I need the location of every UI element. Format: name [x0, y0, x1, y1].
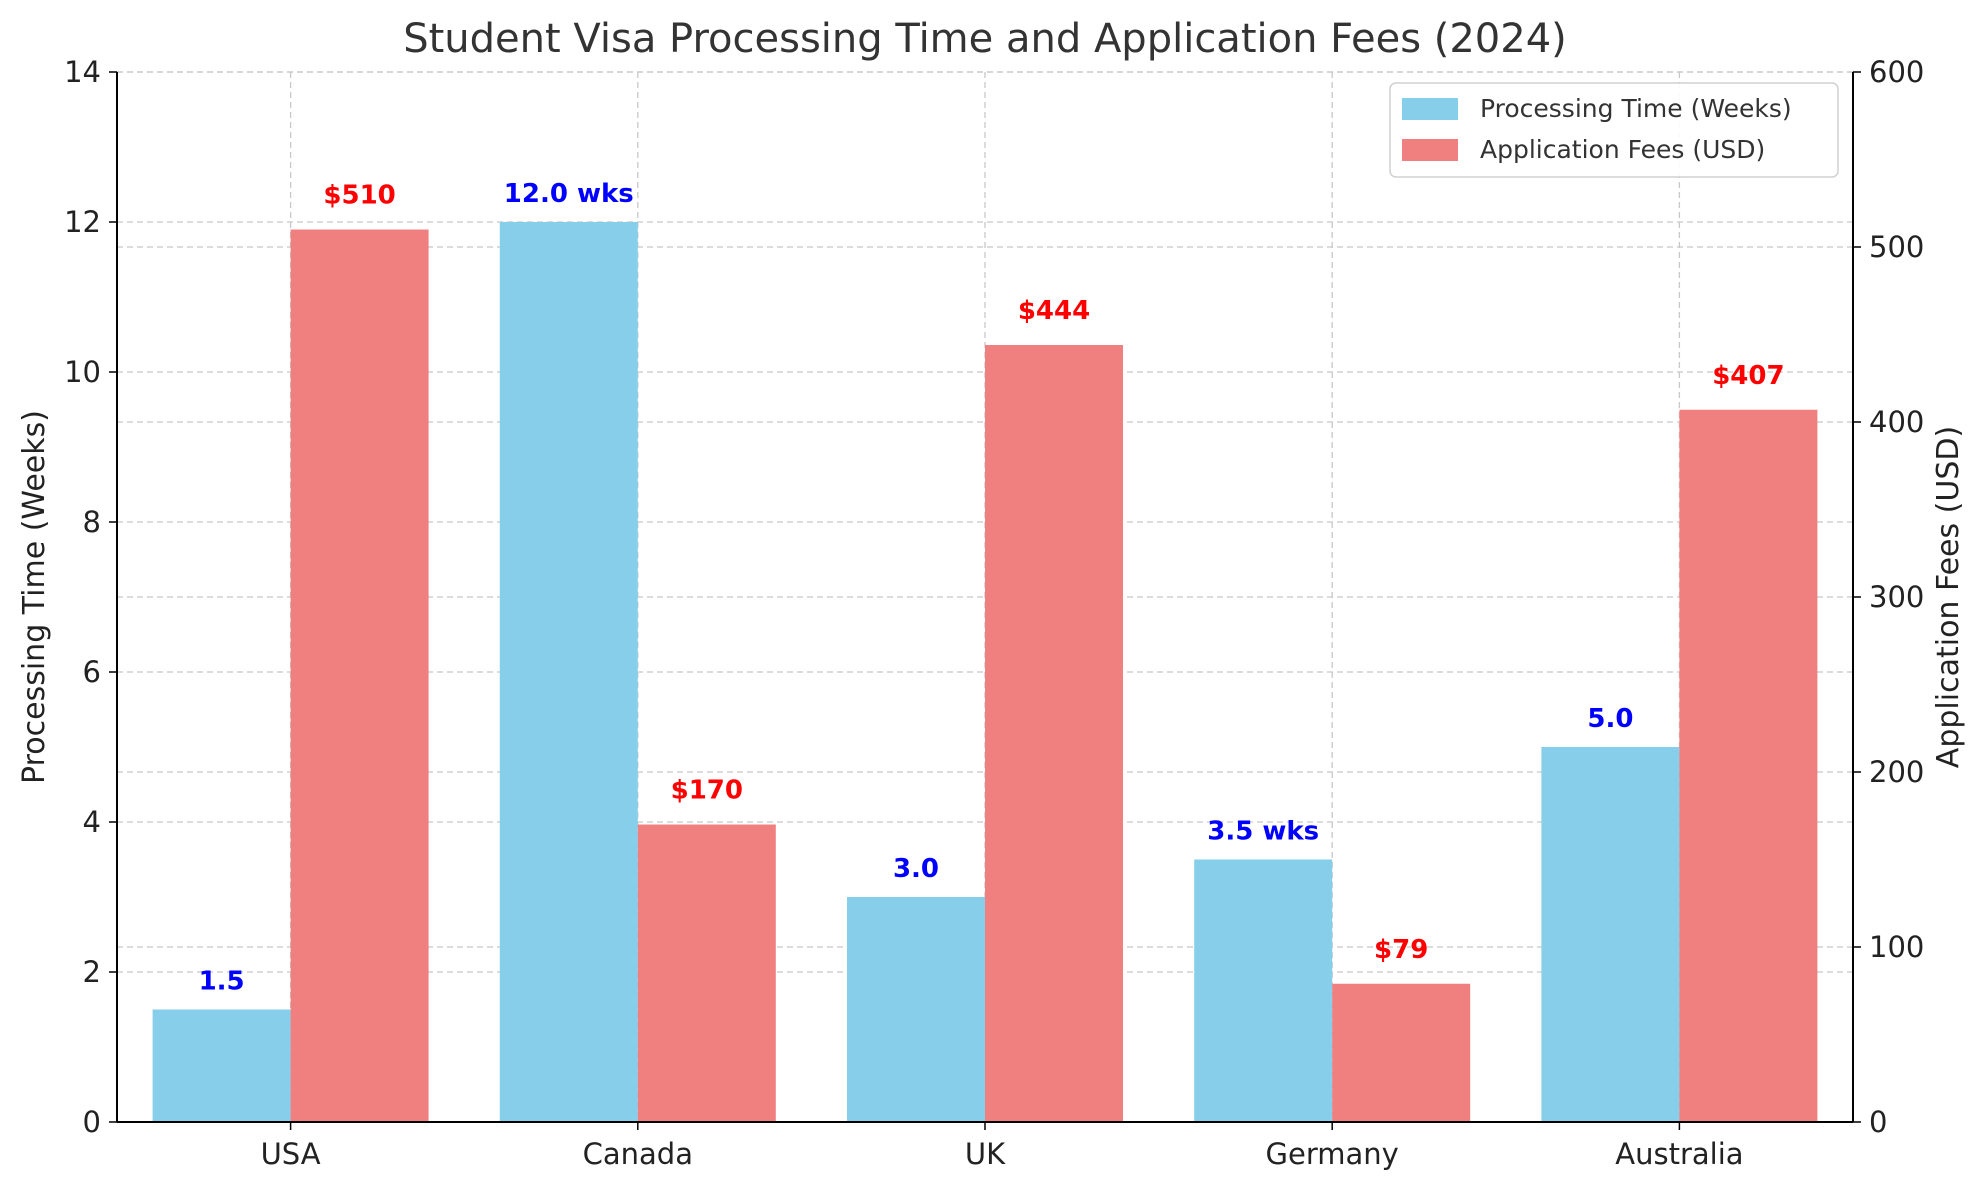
- processing-time-bars: [152, 222, 1680, 1122]
- x-tick-label-usa: USA: [261, 1137, 321, 1171]
- x-tick-label-australia: Australia: [1615, 1137, 1743, 1171]
- bar-processing-time-canada: [499, 222, 638, 1122]
- y-left-tick-label-4: 4: [83, 805, 101, 839]
- y-right-tick-label-400: 400: [1869, 405, 1924, 439]
- bar-application-fees-germany: [1332, 983, 1471, 1122]
- label-processing-time-australia: 5.0: [1587, 704, 1633, 734]
- bar-processing-time-usa: [152, 1009, 291, 1122]
- legend-box: [1389, 82, 1839, 178]
- chart-title: Student Visa Processing Time and Applica…: [403, 16, 1567, 62]
- legend: Processing Time (Weeks) Application Fees…: [1389, 82, 1839, 178]
- label-application-fees-australia: $407: [1712, 361, 1784, 391]
- legend-swatch-application-fees: [1402, 139, 1458, 161]
- y-left-tick-label-12: 12: [64, 205, 101, 239]
- y-left-axis-title: Processing Time (Weeks): [17, 410, 52, 784]
- application-fee-labels: $510 $170 $444 $79 $407: [323, 181, 1784, 965]
- x-tick-label-uk: UK: [965, 1137, 1006, 1171]
- x-tick-label-canada: Canada: [583, 1137, 693, 1171]
- label-processing-time-uk: 3.0: [893, 854, 939, 884]
- bar-application-fees-australia: [1679, 409, 1818, 1122]
- label-application-fees-canada: $170: [671, 776, 743, 806]
- legend-swatch-processing-time: [1402, 98, 1458, 120]
- y-left-tick-label-0: 0: [83, 1105, 101, 1139]
- bar-application-fees-usa: [290, 229, 429, 1122]
- label-application-fees-usa: $510: [323, 181, 395, 211]
- y-right-tick-label-0: 0: [1869, 1105, 1887, 1139]
- label-processing-time-canada: 12.0 wks: [504, 179, 634, 209]
- y-left-tick-label-10: 10: [64, 355, 101, 389]
- y-right-tick-label-300: 300: [1869, 580, 1924, 614]
- label-processing-time-usa: 1.5: [199, 967, 245, 997]
- y-left-tick-label-2: 2: [83, 955, 101, 989]
- label-processing-time-germany: 3.5 wks: [1207, 817, 1319, 847]
- y-left-tick-label-8: 8: [83, 505, 101, 539]
- legend-label-processing-time: Processing Time (Weeks): [1480, 94, 1792, 123]
- bar-processing-time-uk: [847, 897, 985, 1122]
- y-right-tick-label-200: 200: [1869, 755, 1924, 789]
- y-right-tick-label-600: 600: [1869, 55, 1924, 89]
- y-right-tick-label-100: 100: [1869, 930, 1924, 964]
- y-right-tick-label-500: 500: [1869, 230, 1924, 264]
- ticks-layer: USA Canada UK Germany Australia 0 2 4 6 8 10 12 14 0 1…: [64, 55, 1924, 1171]
- label-application-fees-germany: $79: [1374, 935, 1428, 965]
- bar-processing-time-australia: [1541, 747, 1680, 1122]
- legend-label-application-fees: Application Fees (USD): [1480, 135, 1765, 164]
- y-left-tick-label-6: 6: [83, 655, 101, 689]
- x-tick-label-germany: Germany: [1266, 1137, 1399, 1171]
- y-right-axis-title: Application Fees (USD): [1931, 426, 1966, 768]
- y-left-tick-label-14: 14: [64, 55, 101, 89]
- bar-application-fees-uk: [985, 345, 1123, 1122]
- bar-processing-time-germany: [1194, 859, 1333, 1122]
- processing-time-labels: 1.5 12.0 wks 3.0 3.5 wks 5.0: [199, 179, 1634, 997]
- label-application-fees-uk: $444: [1018, 296, 1090, 326]
- bar-application-fees-canada: [637, 824, 776, 1122]
- application-fee-bars: [290, 229, 1818, 1122]
